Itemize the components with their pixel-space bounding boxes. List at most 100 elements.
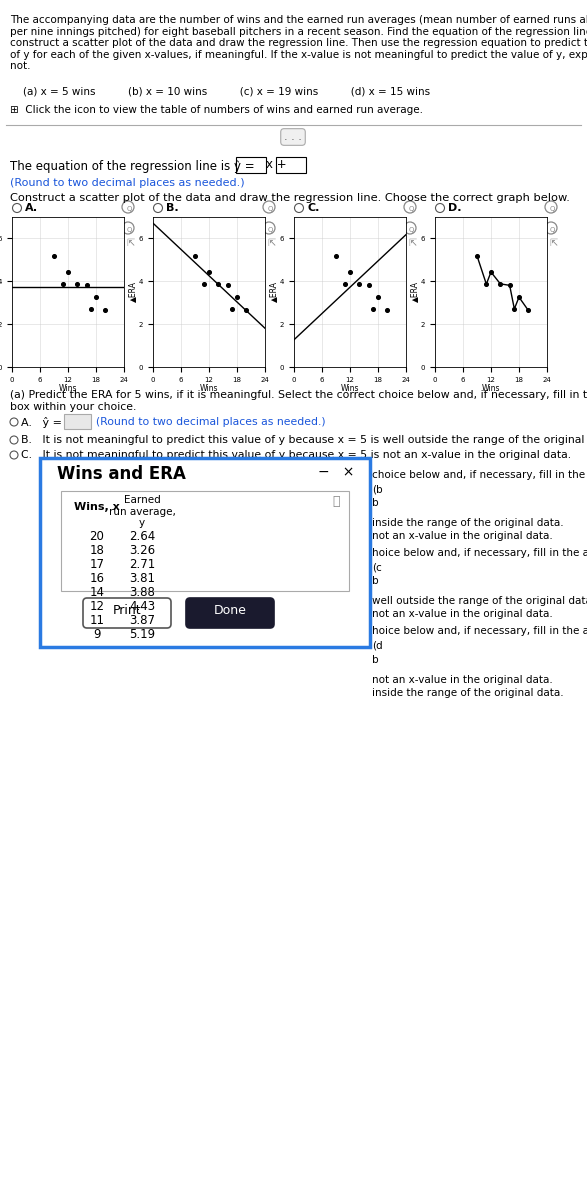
Point — [364, 276, 373, 295]
Text: Done: Done — [214, 605, 247, 618]
Text: Construct a scatter plot of the data and draw the regression line. Choose the co: Construct a scatter plot of the data and… — [10, 193, 570, 203]
Text: Q: Q — [409, 227, 414, 233]
Text: 3.88: 3.88 — [129, 586, 155, 599]
Text: 12: 12 — [89, 600, 104, 613]
Text: 3.81: 3.81 — [129, 572, 155, 584]
Text: ⇱: ⇱ — [549, 238, 557, 248]
Text: The equation of the regression line is ŷ =: The equation of the regression line is ŷ… — [10, 160, 258, 173]
Text: not an x-value in the original data.: not an x-value in the original data. — [372, 674, 553, 685]
Text: (a) x = 5 wins          (b) x = 10 wins          (c) x = 19 wins          (d) x : (a) x = 5 wins (b) x = 10 wins (c) x = 1… — [10, 86, 430, 97]
Text: (c: (c — [372, 563, 382, 572]
X-axis label: Wins: Wins — [482, 384, 500, 394]
Text: not an x-value in the original data.: not an x-value in the original data. — [372, 530, 553, 541]
Text: inside the range of the original data.: inside the range of the original data. — [372, 688, 564, 698]
FancyBboxPatch shape — [40, 458, 370, 647]
Point — [214, 275, 223, 294]
Point — [228, 299, 237, 318]
Point — [369, 299, 378, 318]
Text: ⇱: ⇱ — [126, 238, 134, 248]
FancyBboxPatch shape — [64, 414, 91, 428]
Text: (d: (d — [372, 641, 383, 650]
Text: (a) Predict the ERA for 5 wins, if it is meaningful. Select the correct choice b: (a) Predict the ERA for 5 wins, if it is… — [10, 390, 587, 412]
Text: The accompanying data are the number of wins and the earned run averages (mean n: The accompanying data are the number of … — [10, 14, 587, 72]
Text: 5.19: 5.19 — [129, 628, 155, 641]
Point — [242, 301, 251, 320]
Text: Wins and ERA: Wins and ERA — [57, 464, 186, 482]
X-axis label: Wins: Wins — [340, 384, 359, 394]
Text: (Round to two decimal places as needed.): (Round to two decimal places as needed.) — [10, 178, 245, 188]
Point — [524, 301, 533, 320]
Point — [92, 288, 101, 307]
Text: 9: 9 — [93, 628, 101, 641]
Text: B.: B. — [166, 203, 178, 214]
Point — [486, 263, 495, 282]
Point — [87, 299, 96, 318]
Text: Wins, x: Wins, x — [74, 502, 120, 512]
Text: Q: Q — [549, 206, 555, 212]
Point — [505, 276, 514, 295]
Point — [373, 288, 383, 307]
Text: hoice below and, if necessary, fill in the answer: hoice below and, if necessary, fill in t… — [372, 626, 587, 636]
Y-axis label: ▲ERA: ▲ERA — [269, 282, 278, 302]
Point — [204, 263, 214, 282]
Text: ⧉: ⧉ — [332, 494, 340, 508]
Text: 3.26: 3.26 — [129, 544, 155, 557]
FancyBboxPatch shape — [186, 598, 274, 628]
Point — [232, 288, 242, 307]
Point — [190, 246, 200, 265]
Text: b: b — [372, 576, 379, 586]
Text: Q: Q — [267, 206, 273, 212]
Text: Earned
run average,
y: Earned run average, y — [109, 494, 176, 528]
Text: hoice below and, if necessary, fill in the answer: hoice below and, if necessary, fill in t… — [372, 548, 587, 558]
Y-axis label: ▲ERA: ▲ERA — [129, 282, 137, 302]
Text: 4.43: 4.43 — [129, 600, 155, 613]
Text: C.   It is not meaningful to predict this value of y because x = 5 is not an x-v: C. It is not meaningful to predict this … — [21, 450, 571, 460]
Text: 17: 17 — [89, 558, 104, 571]
Text: 2.71: 2.71 — [129, 558, 155, 571]
FancyBboxPatch shape — [236, 157, 266, 173]
Text: inside the range of the original data.: inside the range of the original data. — [372, 518, 564, 528]
Point — [49, 246, 59, 265]
Text: B.   It is not meaningful to predict this value of y because x = 5 is well outsi: B. It is not meaningful to predict this … — [21, 434, 587, 445]
Text: 18: 18 — [90, 544, 104, 557]
Text: Q: Q — [409, 206, 414, 212]
Text: Q: Q — [126, 206, 131, 212]
Point — [495, 275, 505, 294]
Text: b: b — [372, 498, 379, 508]
Point — [340, 275, 350, 294]
Text: C.: C. — [307, 203, 319, 214]
Point — [73, 275, 82, 294]
Text: choice below and, if necessary, fill in the answer: choice below and, if necessary, fill in … — [372, 470, 587, 480]
Text: Print: Print — [113, 605, 141, 618]
Point — [383, 301, 392, 320]
Text: D.: D. — [448, 203, 461, 214]
Text: b: b — [372, 655, 379, 665]
Point — [345, 263, 355, 282]
Point — [63, 263, 73, 282]
FancyBboxPatch shape — [61, 491, 349, 590]
Text: well outside the range of the original data.: well outside the range of the original d… — [372, 596, 587, 606]
Text: ⇱: ⇱ — [267, 238, 275, 248]
Point — [82, 276, 92, 295]
Point — [510, 299, 519, 318]
X-axis label: Wins: Wins — [200, 384, 218, 394]
Point — [514, 288, 524, 307]
Text: 16: 16 — [89, 572, 104, 584]
Text: (Round to two decimal places as needed.): (Round to two decimal places as needed.) — [96, 416, 326, 427]
Text: 2.64: 2.64 — [129, 530, 155, 542]
Text: ⊞  Click the icon to view the table of numbers of wins and earned run average.: ⊞ Click the icon to view the table of nu… — [10, 104, 423, 115]
Text: A.: A. — [25, 203, 38, 214]
X-axis label: Wins: Wins — [59, 384, 77, 394]
Text: (b: (b — [372, 485, 383, 494]
Y-axis label: ▲ERA: ▲ERA — [410, 282, 419, 302]
FancyBboxPatch shape — [83, 598, 171, 628]
Point — [482, 275, 491, 294]
Text: Q: Q — [126, 227, 131, 233]
Point — [473, 246, 482, 265]
Text: not an x-value in the original data.: not an x-value in the original data. — [372, 608, 553, 619]
Point — [59, 275, 68, 294]
Text: 14: 14 — [89, 586, 104, 599]
Text: Q: Q — [549, 227, 555, 233]
Text: ⇱: ⇱ — [408, 238, 416, 248]
Point — [331, 246, 340, 265]
